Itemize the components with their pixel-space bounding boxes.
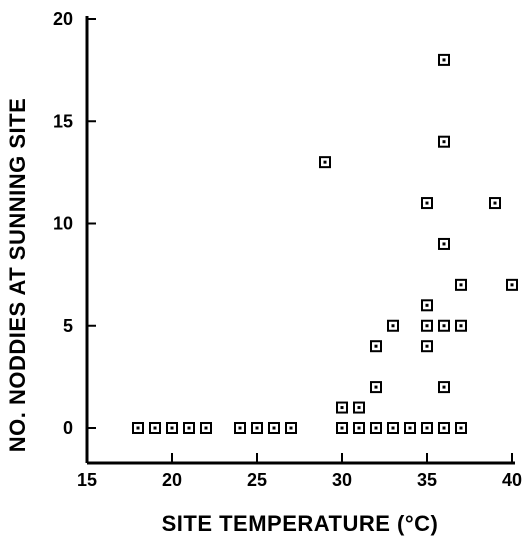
- data-point: [421, 422, 433, 434]
- axes: [85, 16, 515, 465]
- data-point: [319, 156, 331, 169]
- data-point: [183, 422, 195, 434]
- data-point: [251, 422, 263, 434]
- data-point: [404, 422, 416, 434]
- x-axis-ticks: 15 20 25 30 35 40: [77, 453, 522, 490]
- data-point: [387, 422, 399, 434]
- data-points: [132, 53, 518, 434]
- x-tick-label: 15: [77, 470, 97, 490]
- data-point: [506, 278, 518, 291]
- y-tick-label: 10: [53, 214, 73, 234]
- data-point: [438, 53, 450, 66]
- data-point: [489, 197, 501, 210]
- data-point: [370, 340, 382, 353]
- data-point: [166, 422, 178, 434]
- data-point: [421, 197, 433, 210]
- data-point: [438, 237, 450, 250]
- data-point: [353, 401, 365, 414]
- y-tick-label: 15: [53, 111, 73, 131]
- data-point: [336, 422, 348, 434]
- data-point: [353, 422, 365, 434]
- data-point: [455, 278, 467, 291]
- data-point: [268, 422, 280, 434]
- x-tick-label: 25: [247, 470, 267, 490]
- data-point: [132, 422, 144, 434]
- data-point: [370, 381, 382, 394]
- data-point: [455, 422, 467, 434]
- data-point: [438, 319, 450, 332]
- y-axis-label: NO. NODDIES AT SUNNING SITE: [5, 98, 30, 453]
- x-axis-label: SITE TEMPERATURE (°C): [162, 511, 439, 536]
- data-point: [285, 422, 297, 434]
- x-tick-label: 35: [417, 470, 437, 490]
- data-point: [421, 319, 433, 332]
- data-point: [387, 319, 399, 332]
- y-tick-label: 20: [53, 9, 73, 29]
- data-point: [438, 135, 450, 148]
- data-point: [234, 422, 246, 434]
- data-point: [438, 381, 450, 394]
- data-point: [421, 340, 433, 353]
- x-tick-label: 30: [332, 470, 352, 490]
- x-tick-label: 20: [162, 470, 182, 490]
- data-point: [336, 401, 348, 414]
- x-tick-label: 40: [502, 470, 522, 490]
- data-point: [200, 422, 212, 434]
- data-point: [421, 299, 433, 312]
- y-tick-label: 5: [63, 316, 73, 336]
- data-point: [438, 422, 450, 434]
- data-point: [149, 422, 161, 434]
- y-tick-label: 0: [63, 418, 73, 438]
- data-point: [370, 422, 382, 434]
- y-axis-ticks: 0 5 10 15 20: [53, 9, 96, 438]
- data-point: [455, 319, 467, 332]
